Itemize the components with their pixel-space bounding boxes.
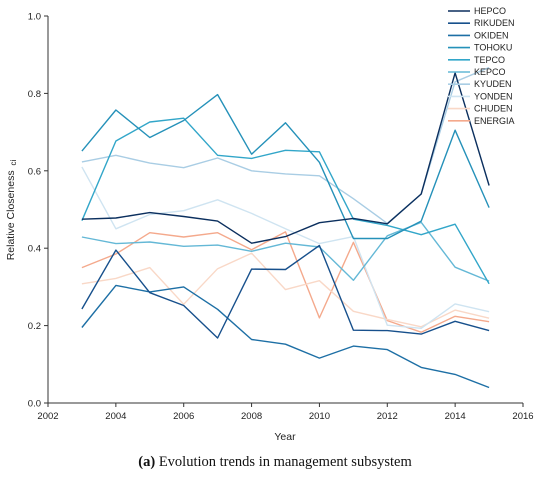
- legend-label: RIKUDEN: [474, 18, 515, 28]
- x-axis-title: Year: [274, 431, 296, 443]
- figure-caption: (a) Evolution trends in management subsy…: [138, 454, 412, 470]
- y-axis-title-main: Relative Closeness: [5, 170, 17, 260]
- y-tick-label: 0.6: [28, 166, 41, 177]
- series-line-kyuden: [81, 66, 490, 225]
- x-tick-label: 2010: [309, 411, 330, 422]
- x-tick-label: 2012: [377, 411, 398, 422]
- legend-label: CHUDEN: [474, 104, 513, 114]
- y-tick-label: 1.0: [28, 12, 41, 23]
- y-tick-label: 0.8: [28, 89, 41, 100]
- legend-label: YONDEN: [474, 91, 513, 101]
- y-tick-label: 0.4: [28, 244, 41, 255]
- series-line-tepco: [81, 117, 490, 285]
- legend-label: KYUDEN: [474, 79, 512, 89]
- series-line-rikuden: [81, 244, 490, 339]
- series-line-tohoku: [81, 93, 490, 240]
- y-ticks: 0.0 0.2 0.4 0.6 0.8 1.0: [28, 12, 48, 410]
- x-tick-label: 2014: [445, 411, 466, 422]
- axes: [47, 16, 523, 404]
- x-tick-label: 2016: [512, 411, 533, 422]
- series-lines: [81, 66, 490, 389]
- legend-label: HEPCO: [474, 6, 506, 16]
- x-ticks: 2002 2004 2006 2008 2010 2012 2014 2016: [37, 403, 534, 422]
- y-tick-label: 0.0: [28, 399, 41, 410]
- caption-label: (a): [138, 454, 155, 470]
- x-tick-label: 2004: [105, 411, 126, 422]
- y-axis-title-sub: ci: [9, 159, 18, 165]
- y-axis-title: Relative Closeness ci: [5, 159, 18, 260]
- series-line-yonden: [81, 166, 490, 329]
- series-line-energia: [81, 231, 490, 333]
- series-line-hepco: [81, 72, 490, 244]
- y-tick-label: 0.2: [28, 321, 41, 332]
- legend-label: TOHOKU: [474, 43, 512, 53]
- x-tick-label: 2008: [241, 411, 262, 422]
- legend-label: OKIDEN: [474, 30, 509, 40]
- legend-label: ENERGIA: [474, 116, 515, 126]
- caption-text: Evolution trends in management subsystem: [155, 454, 412, 470]
- series-line-chuden: [81, 252, 490, 328]
- series-line-okiden: [81, 284, 490, 389]
- legend-label: KEPCO: [474, 67, 506, 77]
- svg-text:Relative Closeness ci: Relative Closeness ci: [5, 159, 18, 260]
- legend: HEPCO RIKUDEN OKIDEN TOHOKU TEPCO KEPCO KYUDEN…: [448, 6, 515, 126]
- x-tick-label: 2002: [37, 411, 58, 422]
- x-tick-label: 2006: [173, 411, 194, 422]
- legend-label: TEPCO: [474, 55, 505, 65]
- series-line-kepco: [81, 221, 490, 282]
